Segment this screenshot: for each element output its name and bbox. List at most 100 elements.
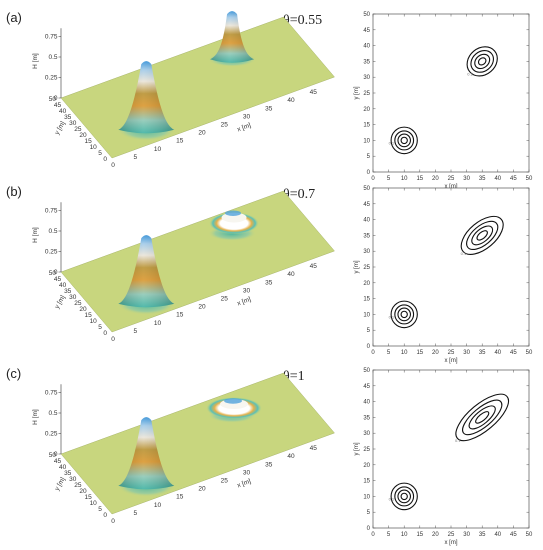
y-tick-label: 0	[103, 156, 107, 163]
y-axis-label: y [m]	[54, 294, 67, 310]
z-tick-label: 0.25	[45, 75, 58, 82]
z-tick-label: 0	[54, 451, 58, 458]
contour-line	[466, 220, 499, 251]
y-tick-label: 50	[49, 270, 57, 277]
theta-label: θ=0.55	[283, 13, 322, 28]
contour-line	[470, 50, 494, 73]
y-tick-label: 0	[103, 330, 107, 337]
z-axis-label: H [m]	[32, 53, 39, 69]
x-axis-label: x [m]	[445, 358, 458, 364]
x-tick-label: 20	[198, 486, 206, 493]
x-tick-label: 25	[221, 478, 229, 485]
y-tick-label: 40	[363, 400, 370, 406]
panel-label: (c)	[6, 366, 21, 381]
contour-line	[477, 57, 487, 66]
contour-line	[394, 486, 415, 507]
contour-line	[397, 133, 411, 148]
contour-line	[400, 136, 408, 145]
x-tick-label: 10	[401, 350, 408, 356]
contour-level-label: 0.1	[389, 496, 395, 501]
contour-plot: 0 5 10 15 20 25 30 35 40 45 5005101520253035404550…	[354, 12, 533, 190]
y-tick-label: 10	[363, 312, 370, 318]
contour-line	[474, 53, 491, 70]
z-tick-label: 0.25	[45, 431, 58, 438]
contour-line	[460, 215, 504, 255]
x-tick-label: 30	[243, 287, 251, 294]
contour-line	[390, 482, 418, 511]
x-tick-label: 45	[510, 532, 517, 538]
z-tick-label: 0.75	[45, 34, 58, 41]
surface-peak-shade	[118, 417, 175, 490]
x-axis-label: x [m]	[445, 184, 458, 190]
x-tick-label: 20	[198, 304, 206, 311]
x-tick-label: 15	[176, 494, 184, 501]
x-tick-label: 5	[133, 328, 137, 335]
x-tick-label: 20	[198, 130, 206, 137]
contour-line	[397, 307, 411, 322]
x-tick-label: 0	[371, 350, 375, 356]
y-tick-label: 5	[98, 506, 102, 513]
y-tick-label: 25	[363, 265, 370, 271]
x-tick-label: 45	[510, 350, 517, 356]
y-tick-label: 15	[84, 494, 92, 501]
y-tick-label: 35	[64, 114, 72, 121]
y-tick-label: 35	[363, 415, 370, 421]
y-tick-label: 0	[103, 512, 107, 519]
x-tick-label: 40	[287, 271, 295, 278]
y-tick-label: 15	[84, 312, 92, 319]
x-tick-label: 0	[371, 532, 375, 538]
y-tick-label: 10	[90, 318, 98, 325]
x-tick-label: 15	[416, 350, 423, 356]
y-tick-label: 30	[363, 249, 370, 255]
y-tick-label: 10	[363, 138, 370, 144]
x-tick-label: 45	[310, 445, 318, 452]
x-tick-label: 35	[479, 176, 486, 182]
x-tick-label: 5	[387, 176, 391, 182]
panel-label: (a)	[6, 10, 22, 25]
contour-line	[400, 492, 408, 501]
y-axis-label: y [m]	[54, 476, 67, 492]
x-tick-label: 40	[494, 532, 501, 538]
y-tick-label: 30	[69, 476, 77, 483]
x-tick-label: 50	[526, 350, 533, 356]
y-tick-label: 15	[363, 123, 370, 129]
x-tick-label: 40	[494, 350, 501, 356]
x-tick-label: 0	[111, 336, 115, 343]
y-tick-label: 20	[363, 107, 370, 113]
y-tick-label: 15	[363, 297, 370, 303]
x-axis-label: x [m]	[445, 540, 458, 546]
x-tick-label: 10	[401, 532, 408, 538]
x-tick-label: 25	[448, 176, 455, 182]
contour-level-label: 0.1	[389, 140, 395, 145]
x-tick-label: 45	[310, 263, 318, 270]
y-tick-label: 45	[363, 384, 370, 390]
y-tick-label: 5	[367, 328, 371, 334]
surface-mound	[209, 212, 260, 235]
theta-label: θ=0.7	[283, 187, 315, 202]
contour-level-label: 0.1	[461, 251, 467, 256]
y-tick-label: 30	[363, 431, 370, 437]
y-tick-label: 10	[90, 144, 98, 151]
z-tick-label: 0	[54, 269, 58, 276]
y-tick-label: 20	[363, 281, 370, 287]
y-tick-label: 35	[363, 233, 370, 239]
y-tick-label: 50	[363, 12, 370, 18]
x-tick-label: 30	[243, 113, 251, 120]
contour-plot: 0 5 10 15 20 25 30 35 40 45 5005101520253035404550…	[354, 368, 533, 546]
z-tick-label: 0.75	[45, 208, 58, 215]
y-tick-label: 50	[49, 452, 57, 459]
x-tick-label: 40	[287, 453, 295, 460]
y-tick-label: 20	[79, 306, 87, 313]
y-tick-label: 30	[363, 75, 370, 81]
x-tick-label: 15	[416, 176, 423, 182]
x-tick-label: 25	[448, 532, 455, 538]
panel-label: (b)	[6, 184, 22, 199]
y-tick-label: 25	[74, 482, 82, 489]
contour-frame	[372, 187, 530, 347]
y-tick-label: 40	[59, 282, 67, 289]
x-tick-label: 10	[154, 502, 162, 509]
y-tick-label: 10	[90, 500, 98, 507]
